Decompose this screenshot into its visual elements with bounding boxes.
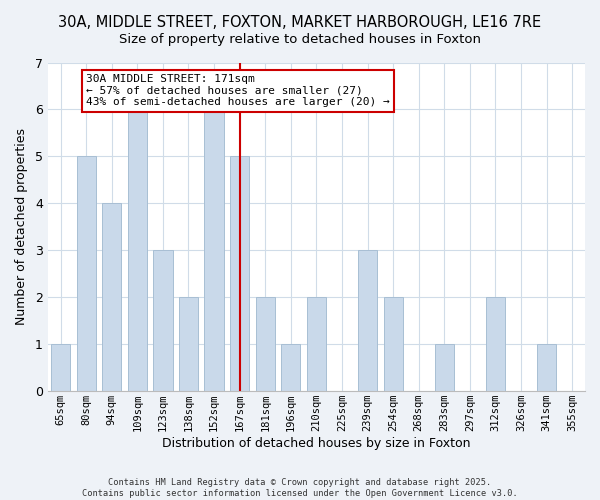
- X-axis label: Distribution of detached houses by size in Foxton: Distribution of detached houses by size …: [162, 437, 470, 450]
- Bar: [307, 298, 326, 391]
- Bar: [230, 156, 249, 391]
- Bar: [435, 344, 454, 391]
- Bar: [205, 110, 224, 391]
- Bar: [281, 344, 301, 391]
- Text: Contains HM Land Registry data © Crown copyright and database right 2025.
Contai: Contains HM Land Registry data © Crown c…: [82, 478, 518, 498]
- Text: 30A MIDDLE STREET: 171sqm
← 57% of detached houses are smaller (27)
43% of semi-: 30A MIDDLE STREET: 171sqm ← 57% of detac…: [86, 74, 390, 108]
- Y-axis label: Number of detached properties: Number of detached properties: [15, 128, 28, 326]
- Bar: [486, 298, 505, 391]
- Bar: [128, 110, 147, 391]
- Bar: [51, 344, 70, 391]
- Bar: [154, 250, 173, 391]
- Text: 30A, MIDDLE STREET, FOXTON, MARKET HARBOROUGH, LE16 7RE: 30A, MIDDLE STREET, FOXTON, MARKET HARBO…: [58, 15, 542, 30]
- Bar: [256, 298, 275, 391]
- Bar: [179, 298, 198, 391]
- Bar: [537, 344, 556, 391]
- Bar: [77, 156, 96, 391]
- Text: Size of property relative to detached houses in Foxton: Size of property relative to detached ho…: [119, 32, 481, 46]
- Bar: [358, 250, 377, 391]
- Bar: [102, 204, 121, 391]
- Bar: [383, 298, 403, 391]
